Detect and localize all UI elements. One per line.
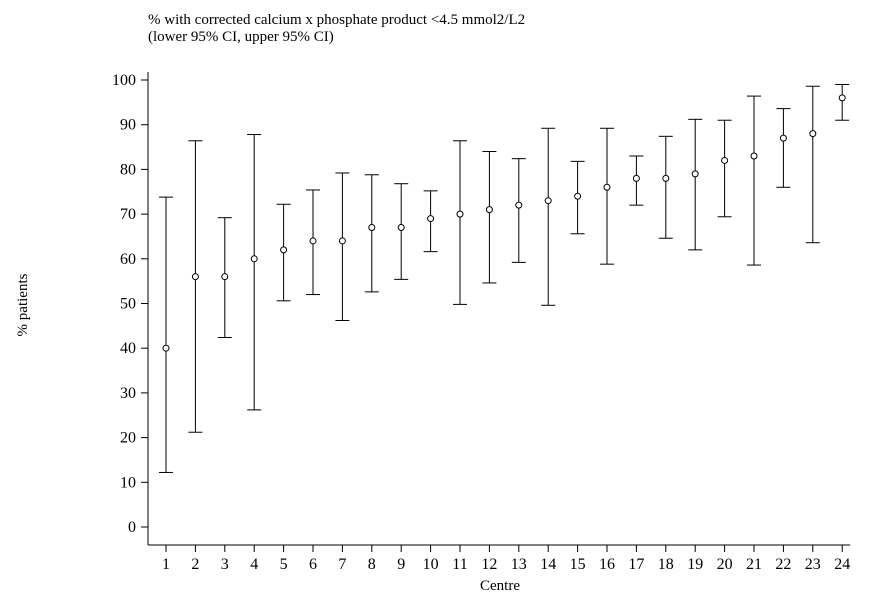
x-tick-label: 6: [309, 556, 317, 573]
x-tick-label: 11: [452, 556, 467, 573]
y-tick-label: 90: [120, 117, 136, 134]
y-tick-label: 60: [120, 251, 136, 268]
y-tick-label: 70: [120, 206, 136, 223]
x-tick-label: 10: [423, 556, 439, 573]
x-tick-label: 21: [746, 556, 762, 573]
data-point: [309, 237, 317, 245]
x-tick-label: 7: [338, 556, 346, 573]
x-tick-label: 2: [191, 556, 199, 573]
x-tick-label: 13: [511, 556, 527, 573]
data-point: [574, 192, 582, 200]
data-point: [456, 210, 464, 218]
data-point: [280, 246, 288, 254]
chart-title: % with corrected calcium x phosphate pro…: [148, 12, 525, 28]
x-tick-label: 8: [368, 556, 376, 573]
y-tick-label: 100: [112, 72, 136, 89]
data-point: [250, 255, 258, 263]
data-point: [191, 273, 199, 281]
data-point: [809, 130, 817, 138]
data-point: [485, 206, 493, 214]
x-tick-label: 9: [397, 556, 405, 573]
y-tick-label: 30: [120, 385, 136, 402]
y-tick-label: 0: [128, 519, 136, 536]
x-tick-label: 5: [280, 556, 288, 573]
x-tick-label: 22: [775, 556, 791, 573]
x-tick-label: 1: [162, 556, 170, 573]
data-point: [721, 156, 729, 164]
x-tick-label: 16: [599, 556, 615, 573]
y-axis-title: % patients: [15, 273, 31, 336]
y-tick-label: 80: [120, 161, 136, 178]
y-tick-label: 50: [120, 296, 136, 313]
data-point: [338, 237, 346, 245]
data-point: [838, 94, 846, 102]
data-point: [662, 174, 670, 182]
data-point: [632, 174, 640, 182]
x-tick-label: 3: [221, 556, 229, 573]
data-point: [368, 224, 376, 232]
x-tick-label: 12: [481, 556, 497, 573]
x-tick-label: 23: [805, 556, 821, 573]
x-axis-title: Centre: [480, 578, 520, 594]
x-tick-label: 20: [717, 556, 733, 573]
y-tick-label: 20: [120, 430, 136, 447]
data-point: [397, 224, 405, 232]
x-tick-label: 14: [540, 556, 556, 573]
x-tick-label: 18: [658, 556, 674, 573]
y-tick-label: 40: [120, 340, 136, 357]
data-point: [162, 344, 170, 352]
x-tick-label: 17: [628, 556, 644, 573]
data-point: [691, 170, 699, 178]
data-point: [427, 215, 435, 223]
data-point: [544, 197, 552, 205]
x-tick-label: 19: [687, 556, 703, 573]
chart-subtitle: (lower 95% CI, upper 95% CI): [148, 29, 334, 45]
data-point: [603, 183, 611, 191]
y-tick-label: 10: [120, 474, 136, 491]
x-tick-label: 24: [834, 556, 850, 573]
data-point: [221, 273, 229, 281]
x-tick-label: 4: [250, 556, 258, 573]
data-point: [750, 152, 758, 160]
data-point: [779, 134, 787, 142]
data-point: [515, 201, 523, 209]
x-tick-label: 15: [570, 556, 586, 573]
